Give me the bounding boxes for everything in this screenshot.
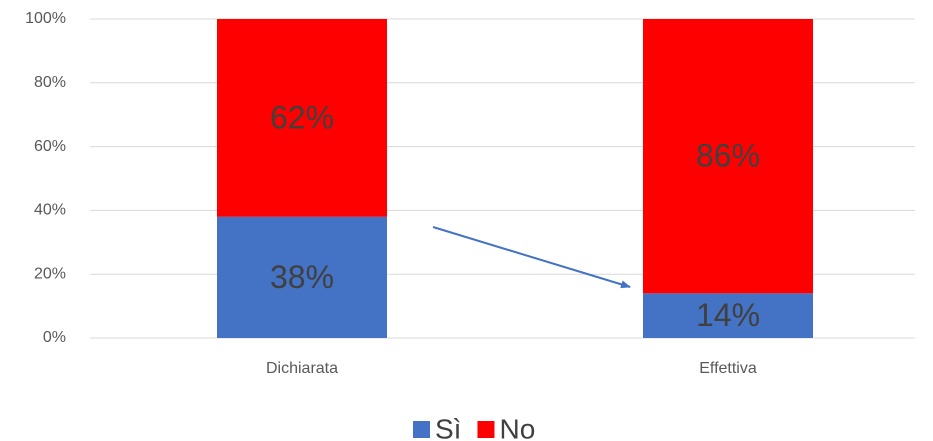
y-tick-label: 0% [43, 329, 66, 346]
data-label: 86% [696, 138, 760, 174]
legend-label: Sì [435, 413, 461, 441]
x-tick-label: Dichiarata [266, 360, 338, 377]
legend-swatch [477, 421, 495, 438]
bar-segment [217, 19, 387, 217]
bar-segment [643, 19, 813, 294]
bars [217, 19, 813, 338]
x-tick-label: Effettiva [699, 360, 757, 377]
legend-label: No [499, 413, 535, 441]
y-tick-label: 100% [25, 10, 66, 27]
y-tick-label: 20% [34, 265, 66, 282]
bar-segment [643, 293, 813, 338]
data-label: 38% [270, 259, 334, 295]
data-label: 14% [696, 297, 760, 333]
bar-segment [217, 216, 387, 338]
legend-swatch [413, 421, 430, 438]
y-tick-label: 80% [34, 74, 66, 91]
data-label: 62% [270, 99, 334, 135]
arrow [432, 226, 631, 289]
y-tick-label: 60% [34, 138, 66, 155]
y-tick-label: 40% [34, 202, 66, 219]
